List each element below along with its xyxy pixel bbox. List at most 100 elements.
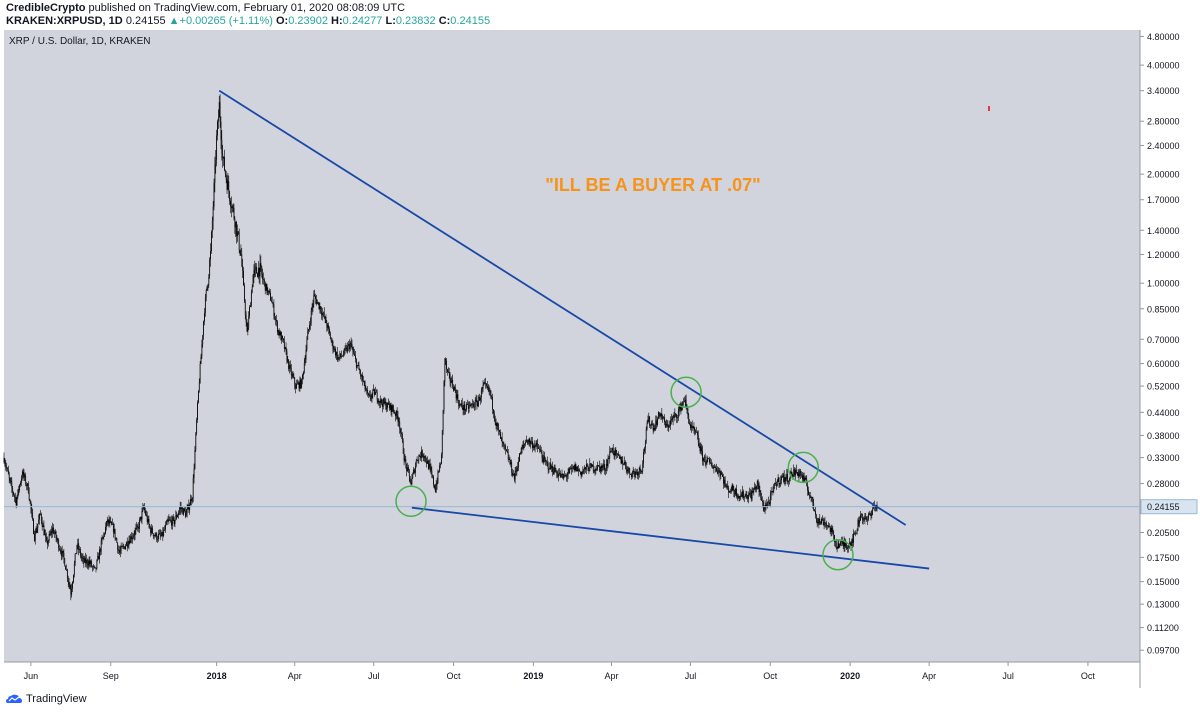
candle-body — [561, 473, 563, 475]
candle-body — [48, 534, 50, 541]
candle-body — [259, 263, 261, 277]
candle-body — [180, 506, 182, 509]
annotation-text[interactable]: "ILL BE A BUYER AT .07" — [545, 175, 760, 195]
candle-body — [52, 527, 53, 533]
candle-body — [277, 330, 279, 333]
candle-body — [9, 478, 11, 481]
candle-body — [195, 432, 197, 450]
candle-body — [630, 474, 631, 475]
candle-body — [753, 489, 755, 493]
candle-body — [434, 484, 435, 488]
candle-body — [831, 527, 833, 533]
candle-body — [581, 472, 583, 476]
candle-body — [631, 474, 632, 477]
candle-body — [331, 340, 333, 342]
candle-body — [643, 451, 644, 464]
candle-body — [670, 419, 672, 421]
candle-body — [464, 404, 466, 411]
candle-body — [296, 383, 297, 389]
candle-body — [590, 463, 592, 465]
candle-body — [176, 515, 178, 518]
candle-body — [352, 348, 354, 352]
candle-body — [516, 468, 518, 472]
candle-body — [49, 534, 51, 536]
candle-body — [135, 528, 137, 531]
candle-body — [184, 511, 186, 517]
tradingview-logo[interactable]: TradingView — [6, 693, 87, 705]
candle-body — [565, 475, 567, 477]
candle-body — [77, 543, 79, 546]
candle-body — [787, 474, 789, 483]
candle-body — [478, 396, 480, 403]
candle-body — [271, 301, 273, 304]
candle-body — [500, 432, 501, 439]
candle-body — [333, 349, 335, 351]
candle-body — [573, 466, 575, 471]
candle-body — [199, 364, 201, 384]
candle-body — [680, 404, 682, 411]
candle-body — [7, 468, 8, 470]
candle-body — [115, 538, 117, 540]
candle-body — [92, 566, 93, 568]
highlight-circle[interactable] — [787, 451, 820, 484]
candle-body — [714, 466, 716, 468]
time-axis[interactable] — [4, 662, 1140, 688]
candle-body — [41, 521, 43, 527]
candle-body — [231, 206, 233, 209]
candle-body — [536, 442, 538, 445]
candle-body — [689, 422, 690, 425]
candle-body — [65, 566, 67, 570]
candle-body — [447, 371, 449, 373]
candle-body — [682, 402, 684, 405]
price-axis[interactable] — [1140, 30, 1200, 688]
candle-body — [283, 338, 284, 341]
candle-body — [799, 470, 801, 474]
candle-body — [718, 470, 720, 472]
plot-area[interactable] — [4, 30, 1140, 662]
low-label: L: — [385, 15, 396, 27]
candle-body — [207, 284, 209, 286]
candle-body — [745, 494, 747, 496]
candle-body — [347, 345, 349, 352]
candle-body — [219, 102, 221, 123]
highlight-circle[interactable] — [395, 485, 427, 518]
trendline-upper[interactable] — [218, 89, 907, 526]
candle-body — [361, 374, 362, 377]
price-chart[interactable]: 4.80000 4.00000 3.40000 2.80000 2.40000 2.000… — [0, 30, 1200, 688]
highlight-circle[interactable] — [822, 538, 854, 571]
candle-body — [168, 519, 170, 521]
candle-body — [82, 557, 84, 559]
candle-body — [810, 496, 812, 498]
candle-body — [440, 454, 442, 465]
candle-body — [512, 472, 513, 476]
candle-body — [716, 471, 718, 474]
candle-body — [788, 478, 790, 481]
candle-body — [481, 388, 483, 391]
candle-body — [177, 515, 178, 518]
candle-body — [175, 515, 177, 521]
candle-body — [394, 413, 396, 417]
price-change: +0.00265 (+1.11%) — [179, 15, 273, 27]
candle-body — [474, 399, 476, 407]
highlight-circle[interactable] — [670, 376, 702, 408]
candle-body — [619, 456, 621, 459]
candle-body — [523, 444, 525, 446]
candle-body — [489, 390, 491, 392]
candle-body — [605, 470, 606, 471]
candle-body — [3, 457, 5, 463]
candle-body — [658, 412, 660, 415]
candle-body — [186, 508, 188, 514]
candle-body — [771, 491, 773, 493]
candle-body — [398, 421, 400, 423]
candle-body — [64, 558, 66, 567]
candle-body — [591, 464, 593, 467]
candle-body — [356, 365, 358, 368]
candle-body — [340, 353, 342, 357]
candle-body — [641, 471, 643, 472]
candle-body — [308, 329, 310, 332]
candle-body — [18, 489, 20, 491]
candle-body — [145, 514, 147, 516]
candle-body — [769, 502, 770, 505]
author-name[interactable]: CredibleCrypto — [6, 2, 86, 14]
trendline-lower[interactable] — [411, 506, 930, 570]
